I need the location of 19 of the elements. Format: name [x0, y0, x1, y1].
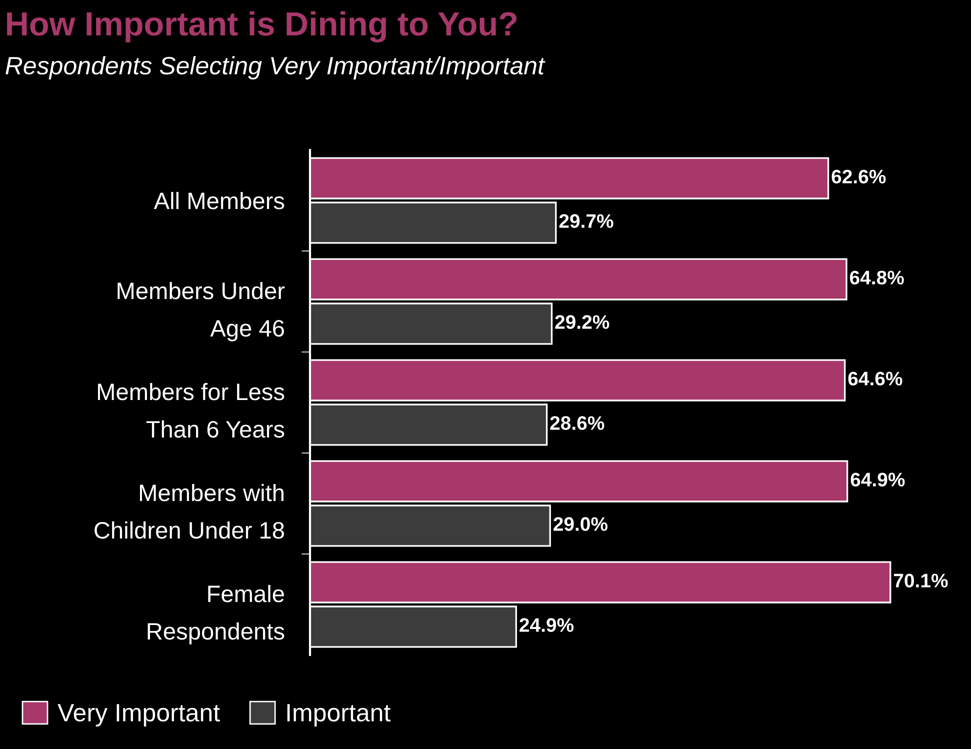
data-label: 64.8% — [850, 270, 904, 284]
data-label: 24.9% — [520, 618, 574, 632]
y-tick-label: Members Under Age 46 — [118, 282, 285, 342]
data-label: 28.6% — [550, 416, 604, 430]
y-tick-label: Female Respondents — [148, 584, 284, 644]
chart-title: How Important is Dining to You? — [7, 11, 517, 42]
data-label: 64.9% — [850, 472, 905, 486]
legend-label: Important — [287, 704, 390, 726]
chart-subtitle: Respondents Selecting Very Important/Important — [6, 56, 546, 80]
data-label: 29.7% — [559, 214, 614, 228]
data-label: 29.2% — [555, 315, 610, 329]
y-tick-label: All Members — [154, 192, 284, 210]
y-tick-label: Members for Less Than 6 Years — [98, 382, 284, 438]
data-label: 62.6% — [832, 170, 886, 184]
legend-label: Very Important — [58, 704, 220, 726]
data-label: 29.0% — [554, 517, 608, 531]
data-label: 64.6% — [848, 372, 902, 386]
y-tick-label: Members with Children Under 18 — [94, 484, 284, 539]
data-label: 70.1% — [894, 574, 948, 588]
